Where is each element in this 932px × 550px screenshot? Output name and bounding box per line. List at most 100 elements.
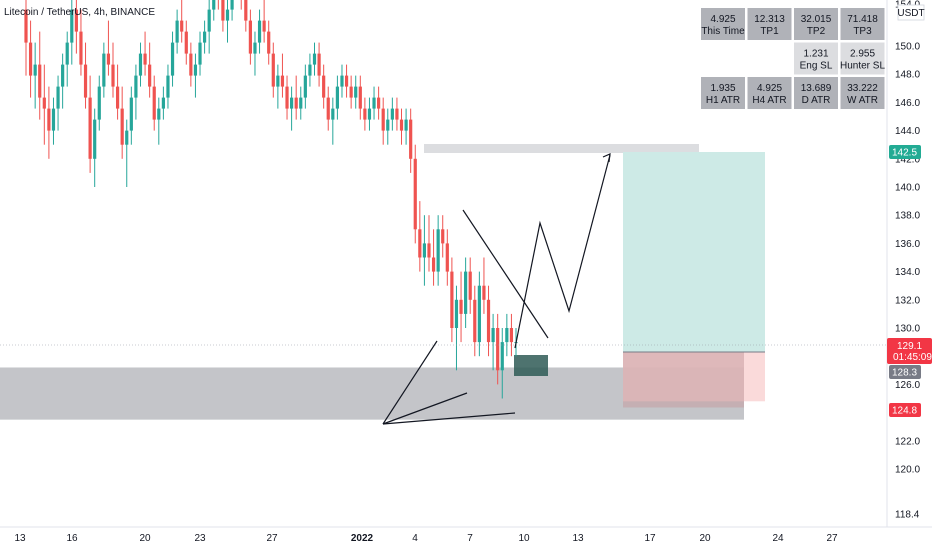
candle-body	[354, 86, 358, 98]
candle-body	[294, 97, 298, 109]
candle-body	[285, 86, 289, 109]
time-tick-label: 16	[66, 533, 78, 544]
time-tick-label: 20	[139, 533, 151, 544]
stats-value: 32.015	[801, 14, 832, 25]
stop-price-badge-text: 124.8	[892, 406, 917, 417]
stats-cell	[794, 77, 838, 109]
candle-body	[51, 108, 56, 131]
candle-body	[88, 97, 92, 159]
candle-body	[175, 20, 179, 43]
candle-body	[473, 299, 477, 343]
stats-label: TP3	[853, 26, 872, 37]
loss-overlap	[623, 351, 744, 408]
price-tick-label: 122.0	[895, 436, 920, 447]
time-tick-label: 17	[644, 533, 656, 544]
projected-arrowhead	[602, 153, 611, 163]
time-tick-label: 7	[467, 533, 473, 544]
candle-body	[290, 97, 294, 109]
price-axis[interactable]	[887, 0, 932, 527]
stats-label: This Time	[701, 26, 745, 37]
zones-layer	[0, 144, 765, 420]
candle-body	[248, 20, 252, 54]
candle-body	[207, 9, 211, 32]
time-tick-label: 27	[266, 533, 278, 544]
candle-body	[257, 20, 262, 43]
price-tick-label: 144.0	[895, 126, 920, 137]
candle-body	[56, 86, 60, 109]
candle-body	[193, 64, 198, 76]
candle-body	[148, 64, 152, 87]
stats-value: 2.955	[850, 49, 875, 60]
candle-body	[349, 86, 353, 98]
candle-body	[486, 299, 491, 343]
candle-body	[180, 20, 184, 32]
candle-body	[143, 53, 147, 65]
candle-body	[413, 158, 417, 230]
candle-body	[115, 86, 120, 109]
candle-body	[97, 86, 101, 120]
candle-body	[79, 31, 83, 65]
candle-body	[38, 64, 42, 98]
candle-body	[312, 53, 317, 65]
stats-cell	[794, 42, 838, 75]
last-price-text: 129.1	[897, 341, 922, 352]
candle-body	[422, 243, 427, 258]
fan-line-3	[382, 412, 516, 425]
stats-value: 1.935	[710, 83, 735, 94]
candle-body	[106, 53, 111, 65]
stats-label: W ATR	[847, 95, 878, 106]
stats-cell	[840, 42, 885, 75]
stats-label: D ATR	[802, 95, 831, 106]
time-tick-label: 27	[826, 533, 838, 544]
target-price-badge-text: 142.5	[892, 148, 917, 159]
candle-body	[363, 108, 367, 120]
drawings-layer	[382, 153, 611, 425]
candle-body	[271, 53, 275, 87]
descending-trendline	[462, 209, 549, 339]
candle-body	[505, 328, 509, 343]
price-tick-label: 142.0	[895, 154, 920, 165]
stats-value: 4.925	[710, 14, 735, 25]
candle-body	[344, 75, 349, 87]
candle-body	[340, 75, 344, 87]
candle-body	[198, 42, 202, 65]
price-tick-label: 130.0	[895, 324, 920, 335]
countdown-text: 01:45:09	[893, 352, 932, 363]
stats-value: 13.689	[801, 83, 832, 94]
last-price-badge	[887, 338, 932, 364]
candle-body	[335, 86, 340, 109]
candle-body	[468, 271, 472, 300]
candle-body	[409, 119, 413, 159]
candle-body	[500, 342, 504, 371]
candle-body	[161, 97, 165, 109]
time-tick-label: 13	[572, 533, 584, 544]
stats-label: H4 ATR	[752, 95, 786, 106]
candle-body	[445, 243, 449, 272]
stats-cell	[701, 77, 745, 109]
candle-body	[436, 229, 440, 272]
candle-body	[372, 97, 376, 109]
profit-zone	[623, 152, 765, 352]
candle-body	[262, 20, 266, 32]
fan-line-1	[382, 340, 438, 425]
time-axis-ticks: 13 16 20 23 27 2022 4 7 10 13 17 20 24 27	[14, 533, 838, 544]
stats-label: Eng SL	[800, 61, 833, 72]
candle-body	[225, 9, 230, 21]
price-tick-label: 140.0	[895, 183, 920, 194]
candle-body	[42, 97, 46, 109]
target-price-badge	[889, 145, 921, 159]
price-tick-label: 132.0	[895, 295, 920, 306]
time-tick-label: 10	[518, 533, 530, 544]
candle-body	[454, 299, 459, 328]
candle-body	[308, 64, 312, 76]
candle-body	[303, 75, 307, 98]
time-tick-label: 20	[699, 533, 711, 544]
candle-body	[367, 108, 372, 120]
stats-value: 4.925	[757, 83, 782, 94]
candle-body	[253, 42, 257, 54]
candle-body	[276, 75, 280, 87]
candle-body	[47, 108, 51, 131]
candle-body	[280, 75, 285, 87]
candle-body	[404, 119, 408, 131]
